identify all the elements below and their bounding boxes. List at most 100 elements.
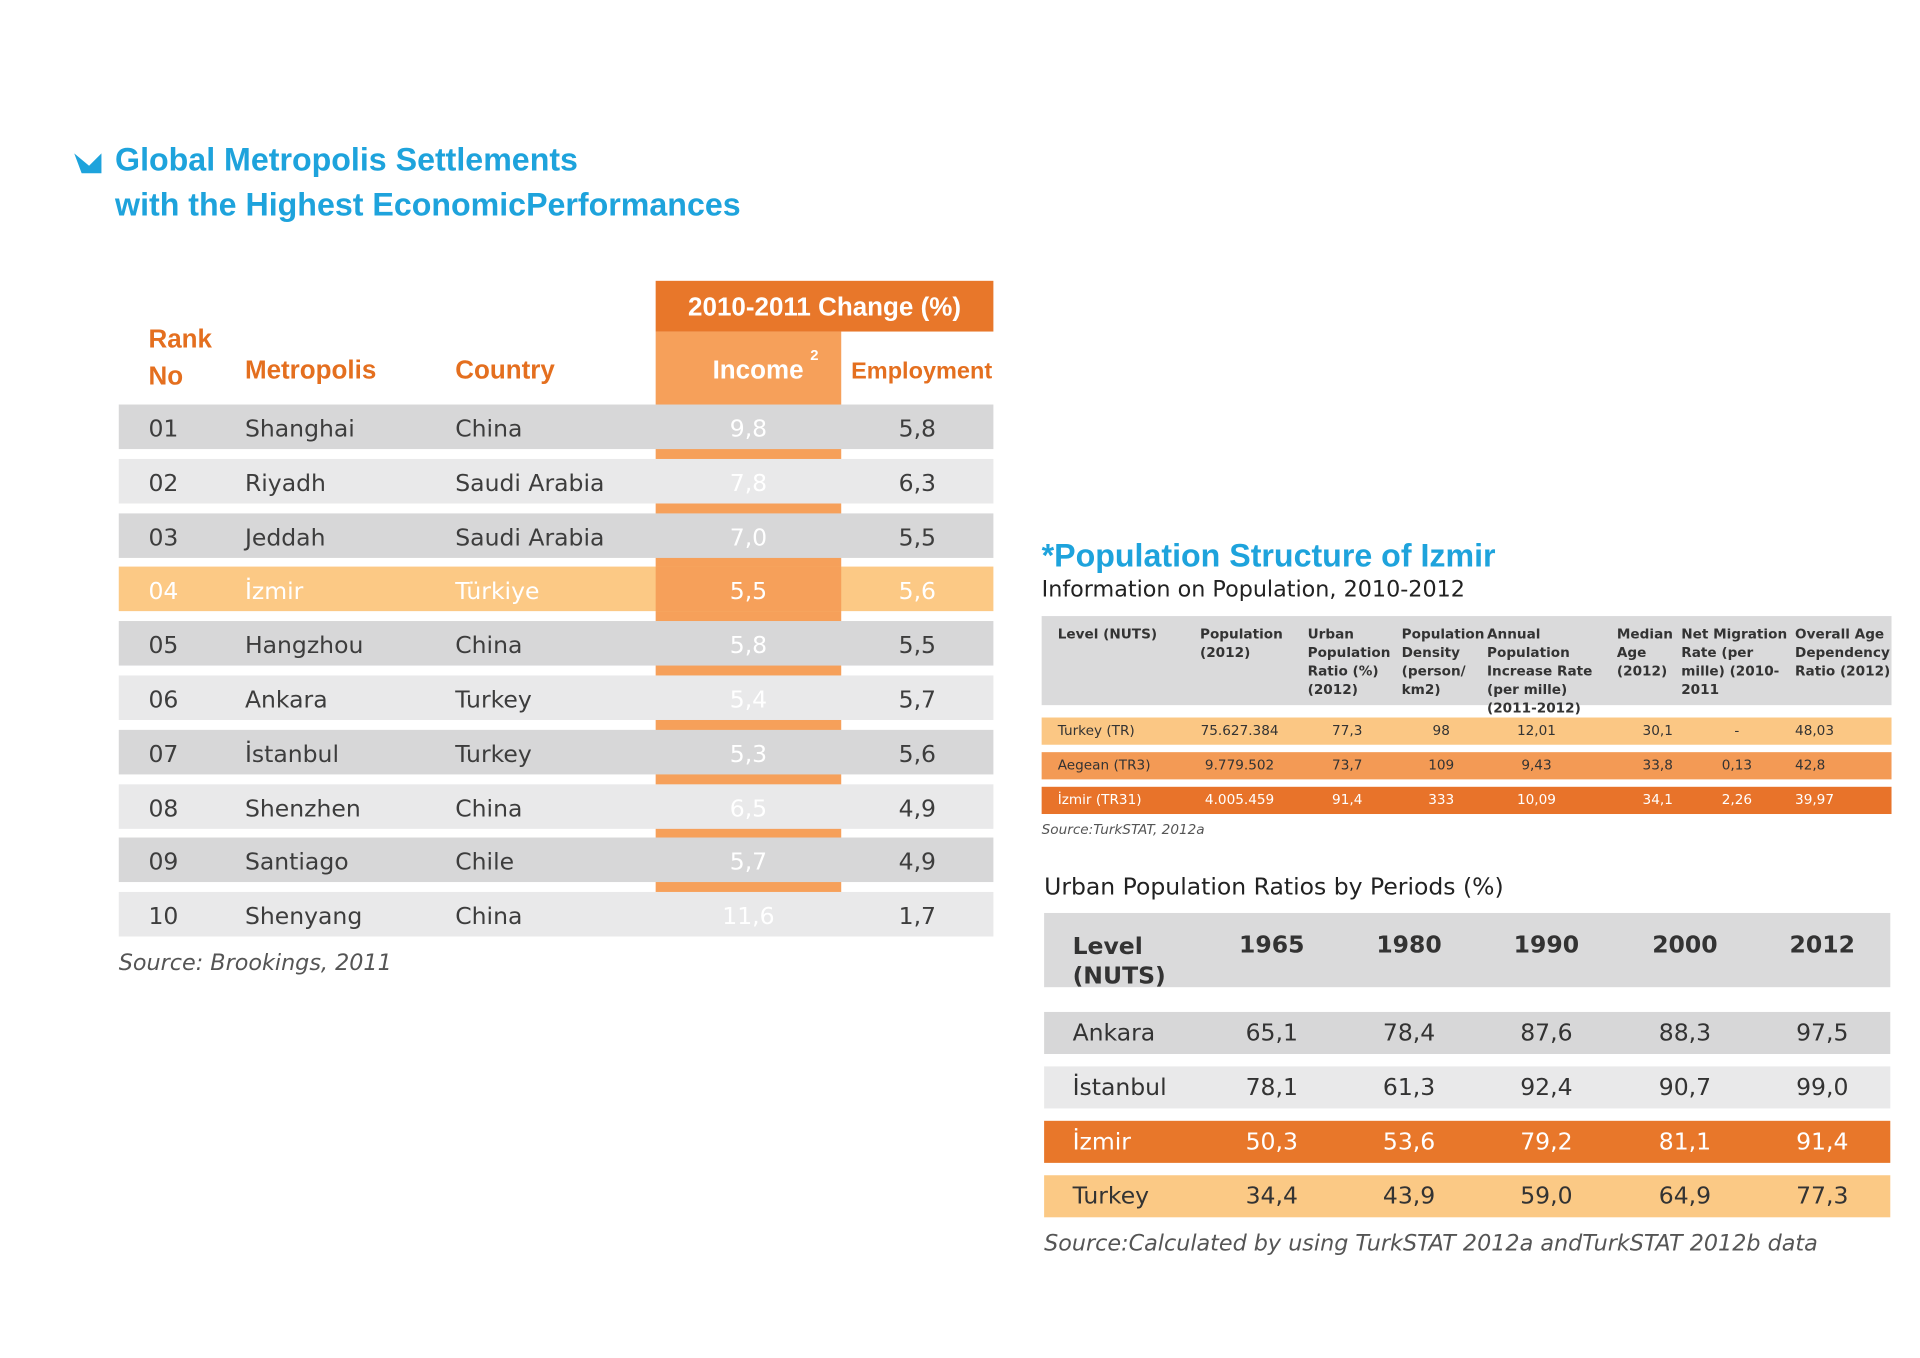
cell: 42,8	[1795, 757, 1826, 774]
cell: China	[455, 903, 523, 931]
table-row: 04 İzmir Türkiye 5,5 5,6	[118, 567, 994, 612]
cell: Santiago	[244, 849, 349, 877]
cell: 5,5	[898, 632, 937, 660]
cell: 06	[148, 686, 179, 714]
source: Source:Calculated by using TurkSTAT 2012…	[1044, 1230, 1818, 1257]
cell: 59,0	[1520, 1182, 1573, 1210]
title-line: Global Metropolis Settlements	[115, 141, 578, 179]
table-row: 07 İstanbul Turkey 5,3 5,6	[118, 729, 994, 775]
row-bg	[1044, 1175, 1891, 1218]
cell: 50,3	[1245, 1128, 1298, 1156]
cell: 07	[148, 740, 179, 768]
column-header: Metropolis	[244, 356, 377, 385]
cell: İzmir (TR31)	[1057, 791, 1142, 808]
cell: 9,8	[729, 415, 768, 443]
cell: İstanbul	[244, 740, 340, 768]
cell: 34,1	[1642, 791, 1673, 808]
source: Source:TurkSTAT, 2012a	[1041, 821, 1205, 838]
cell: Turkey	[455, 740, 532, 768]
cell: 91,4	[1796, 1128, 1849, 1156]
cell: 03	[148, 524, 179, 552]
cell: 02	[148, 469, 179, 498]
cell: Jeddah	[244, 524, 326, 552]
arrow-icon	[74, 153, 102, 174]
cell: Shenyang	[244, 903, 363, 931]
cell: 9,43	[1521, 757, 1552, 774]
column-header: Population Density (person/ km2)	[1401, 625, 1485, 698]
cell: 6,5	[729, 794, 768, 823]
cell: 11,6	[722, 903, 775, 931]
cell: 4,9	[898, 794, 937, 823]
table-row: 09 Santiago Chile 5,7 4,9	[118, 837, 994, 883]
table-row: 10 Shenyang China 11,6 1,7	[118, 892, 994, 937]
cell: 97,5	[1796, 1019, 1849, 1047]
cell: 78,4	[1382, 1019, 1436, 1047]
cell: 0,13	[1721, 757, 1753, 774]
cell: 61,3	[1382, 1073, 1436, 1102]
column-header: 1980	[1376, 931, 1442, 959]
source: Source: Brookings, 2011	[118, 950, 392, 977]
cell: China	[455, 415, 523, 443]
cell: 30,1	[1642, 722, 1673, 739]
column-header: Overall Age Dependency Ratio (2012)	[1795, 625, 1891, 680]
column-header: Population (2012)	[1199, 625, 1283, 661]
cell: 109	[1428, 757, 1455, 774]
cell: Turkey	[1072, 1182, 1150, 1210]
cell: 10,09	[1516, 791, 1556, 808]
cell: Ankara	[1072, 1019, 1156, 1047]
cell: Saudi Arabia	[455, 524, 605, 552]
cell: 7,0	[729, 524, 768, 552]
cell: 77,3	[1332, 722, 1363, 739]
cell: 5,6	[898, 740, 937, 768]
cell: İzmir	[1072, 1128, 1131, 1156]
header-bg	[1044, 912, 1891, 988]
cell: 33,8	[1642, 757, 1673, 774]
cell: Hangzhou	[244, 632, 364, 660]
cell: 87,6	[1520, 1019, 1573, 1047]
cell: China	[455, 794, 523, 823]
cell: -	[1734, 722, 1740, 739]
section-subtitle: Information on Population, 2010-2012	[1041, 576, 1465, 603]
table-row: 08 Shenzhen China 6,5 4,9	[118, 783, 994, 829]
column-header: Employment	[851, 358, 993, 385]
cell: 9.779.502	[1204, 757, 1275, 774]
cell: 39,97	[1795, 791, 1835, 808]
cell: 5,7	[898, 686, 937, 714]
cell: Aegean (TR3)	[1057, 757, 1151, 774]
cell: 48,03	[1795, 722, 1835, 739]
cell: 04	[148, 578, 179, 606]
column-header: Rank No	[148, 325, 212, 391]
cell: 6,3	[898, 469, 937, 498]
cell: Ankara	[244, 686, 328, 714]
column-header: Level (NUTS)	[1072, 932, 1166, 990]
column-header: 2012	[1789, 931, 1855, 959]
cell: Shenzhen	[244, 794, 361, 823]
cell: 73,7	[1332, 757, 1363, 774]
column-header: Country	[455, 356, 555, 385]
table-row: 03 Jeddah Saudi Arabia 7,0 5,5	[118, 512, 994, 558]
cell: 01	[148, 415, 179, 443]
row-bg	[1044, 1066, 1891, 1109]
cell: 43,9	[1382, 1182, 1436, 1210]
cell: Turkey	[455, 686, 532, 714]
cell: 81,1	[1658, 1128, 1712, 1156]
cell: Shanghai	[244, 415, 355, 443]
cell: 99,0	[1796, 1073, 1849, 1102]
title-line: with the Highest EconomicPerformances	[115, 185, 741, 223]
cell: Türkiye	[455, 578, 540, 606]
table-row: 05 Hangzhou China 5,8 5,5	[118, 621, 994, 666]
cell: 98	[1432, 722, 1450, 739]
group-header: 2010-2011 Change (%)	[655, 280, 994, 332]
cell: 4,9	[898, 849, 937, 877]
cell: 1,7	[898, 903, 937, 931]
cell: 12,01	[1516, 722, 1556, 739]
cell: 91,4	[1332, 791, 1363, 808]
header-bg	[1041, 616, 1892, 706]
cell: 5,5	[655, 567, 842, 612]
cell: 5,4	[729, 686, 768, 714]
table-row: 02 Riyadh Saudi Arabia 7,8 6,3	[118, 458, 994, 504]
column-header: 1990	[1513, 931, 1580, 959]
cell: Turkey (TR)	[1057, 722, 1135, 739]
cell: 7,8	[729, 469, 768, 498]
